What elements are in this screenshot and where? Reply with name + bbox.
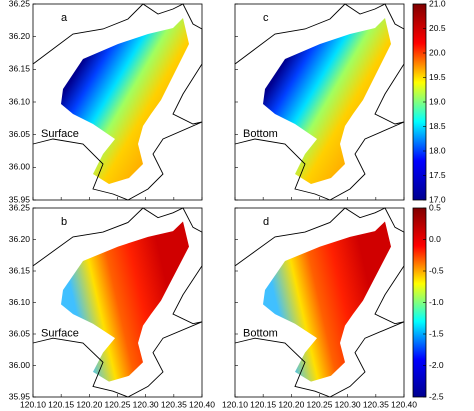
x-tick-label: 120.20 — [76, 399, 102, 409]
y-tick-label: 36.05 — [9, 328, 31, 338]
coastline — [32, 3, 203, 201]
x-tick-label: 120.35 — [161, 399, 187, 409]
colorbar-tick-label: 0.0 — [429, 234, 441, 244]
colorbar-tick-label: 19.0 — [429, 96, 446, 106]
field — [61, 18, 189, 184]
y-tick-label: 36.00 — [9, 360, 31, 370]
coastline — [234, 207, 405, 398]
x-tick-label: 120.25 — [307, 399, 333, 409]
y-tick-label: 36.25 — [9, 0, 31, 8]
colorbar-tick-label: -2.0 — [429, 360, 444, 370]
y-tick-label: 36.05 — [9, 129, 31, 139]
y-tick-label: 36.20 — [9, 234, 31, 244]
layer-label: Surface — [41, 128, 79, 140]
panel-label: a — [61, 12, 68, 24]
x-tick-label: 120.40 — [391, 399, 417, 409]
x-tick-label: 120.35 — [363, 399, 389, 409]
colorbar-tick-label: 17.0 — [429, 194, 446, 204]
colorbar-tick-label: -0.5 — [429, 265, 444, 275]
colorbar-tick-label: -1.5 — [429, 328, 444, 338]
x-tick-label: 120.15 — [250, 399, 276, 409]
coastline — [32, 207, 203, 398]
x-tick-label: 120.30 — [335, 399, 361, 409]
y-tick-label: 36.15 — [9, 64, 31, 74]
x-tick-label: 120.30 — [133, 399, 159, 409]
layer-label: Bottom — [243, 327, 278, 339]
colorbar-tick-label: 18.5 — [429, 121, 446, 131]
field — [263, 18, 391, 184]
y-tick-label: 36.15 — [9, 265, 31, 275]
x-tick-label: 120.15 — [48, 399, 74, 409]
y-tick-label: 36.25 — [9, 202, 31, 212]
colorbar-tick-label: -2.5 — [429, 391, 444, 401]
colorbar-tick-label: 21.0 — [429, 0, 446, 8]
colorbar-tick-label: 19.5 — [429, 72, 446, 82]
x-tick-label: 120.10 — [20, 399, 46, 409]
y-tick-label: 35.95 — [9, 391, 31, 401]
field — [61, 221, 189, 382]
field — [263, 221, 391, 382]
x-tick-label: 120.20 — [278, 399, 304, 409]
y-tick-label: 36.10 — [9, 96, 31, 106]
colorbar-tick-label: 18.0 — [429, 145, 446, 155]
colorbar-tick-label: 20.5 — [429, 23, 446, 33]
colorbar-tick-label: -1.0 — [429, 297, 444, 307]
colorbar-tick-label: 20.0 — [429, 47, 446, 57]
colorbar-tick-label: 17.5 — [429, 170, 446, 180]
panel-label: c — [263, 12, 269, 24]
x-tick-label: 120.40 — [189, 399, 215, 409]
y-tick-label: 36.00 — [9, 162, 31, 172]
y-tick-label: 36.10 — [9, 297, 31, 307]
layer-label: Bottom — [243, 128, 278, 140]
coastline — [234, 3, 405, 201]
panel-label: b — [61, 216, 67, 228]
colorbar-tick-label: 0.5 — [429, 202, 441, 212]
y-tick-label: 36.20 — [9, 31, 31, 41]
y-tick-label: 35.95 — [9, 194, 31, 204]
layer-label: Surface — [41, 327, 79, 339]
panel-label: d — [263, 216, 269, 228]
x-tick-label: 120.25 — [105, 399, 131, 409]
x-tick-label: 120.10 — [222, 399, 248, 409]
